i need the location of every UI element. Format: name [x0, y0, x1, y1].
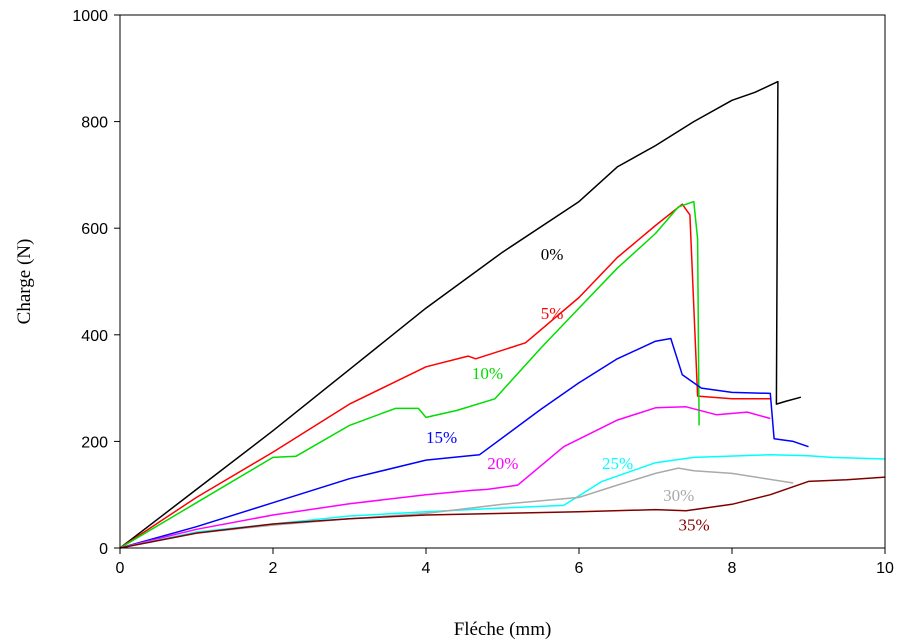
- x-tick-label: 4: [422, 560, 431, 577]
- plot-frame: [119, 14, 886, 549]
- series-label-25pct: 25%: [602, 454, 633, 473]
- series-line-15pct: [119, 337, 809, 549]
- x-tick-label: 6: [575, 560, 584, 577]
- y-tick-label: 400: [81, 328, 108, 345]
- series-line-0pct: [119, 80, 802, 549]
- x-tick-label: 8: [728, 560, 737, 577]
- y-tick-label: 1000: [72, 8, 108, 25]
- series-label-15pct: 15%: [426, 428, 457, 447]
- series-labels: 0% 5% 10% 15% 20% 25% 30% 35%: [426, 245, 710, 534]
- y-tick-label: 0: [99, 541, 108, 558]
- series-label-10pct: 10%: [472, 364, 503, 383]
- series-label-30pct: 30%: [663, 486, 694, 505]
- series-label-0pct: 0%: [541, 245, 564, 264]
- x-tick-label: 2: [269, 560, 278, 577]
- series-line-5pct: [119, 203, 771, 549]
- series-line-10pct: [119, 200, 700, 549]
- x-tick-label: 0: [116, 560, 125, 577]
- x-axis-title: Fléche (mm): [454, 619, 552, 640]
- series-line-30pct: [119, 467, 794, 549]
- x-axis-ticks: 0 2 4 6 8 10: [116, 548, 894, 577]
- y-tick-label: 600: [81, 221, 108, 238]
- y-axis-title: Charge (N): [14, 239, 35, 325]
- y-tick-label: 200: [81, 434, 108, 451]
- series-label-35pct: 35%: [678, 515, 709, 534]
- y-tick-label: 800: [81, 115, 108, 132]
- series-label-20pct: 20%: [487, 454, 518, 473]
- series-line-35pct: [119, 476, 886, 549]
- y-axis-ticks: 0 200 400 600 800 1000: [72, 8, 120, 558]
- axes: [119, 14, 886, 549]
- series-label-5pct: 5%: [541, 304, 564, 323]
- x-tick-label: 10: [876, 560, 894, 577]
- series-lines: [119, 80, 886, 549]
- series-line-20pct: [119, 406, 771, 549]
